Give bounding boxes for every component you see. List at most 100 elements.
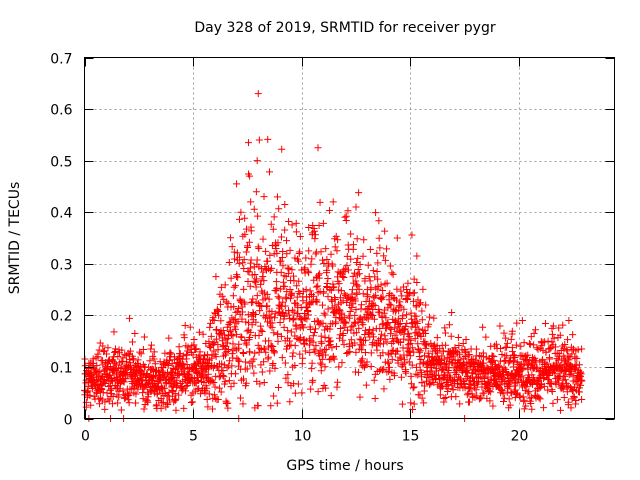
data-point (219, 366, 227, 374)
data-point (391, 331, 399, 339)
data-point (132, 361, 140, 369)
data-point (323, 280, 331, 288)
data-point (214, 395, 222, 403)
data-point (180, 404, 188, 412)
data-point (183, 350, 191, 358)
data-point (381, 256, 389, 264)
data-point (362, 336, 370, 344)
data-point (161, 349, 169, 357)
data-point (337, 287, 345, 295)
data-point (267, 220, 275, 228)
data-point (274, 383, 282, 391)
data-point (231, 282, 239, 290)
data-point (359, 290, 367, 298)
data-point (392, 296, 400, 304)
data-point (134, 356, 142, 364)
data-point (508, 348, 516, 356)
data-point (136, 348, 144, 356)
data-point (421, 327, 429, 335)
data-point (218, 292, 226, 300)
data-point (540, 404, 548, 412)
data-point (212, 353, 220, 361)
data-point (204, 403, 212, 411)
data-point (549, 399, 557, 407)
data-point (371, 302, 379, 310)
data-point (441, 360, 449, 368)
y-tick-label: 0.7 (50, 52, 72, 68)
data-point (552, 380, 560, 388)
data-point (407, 336, 415, 344)
data-point (397, 355, 405, 363)
data-point (260, 193, 268, 201)
data-point (570, 392, 578, 400)
data-point (449, 386, 457, 394)
data-point (181, 322, 189, 330)
data-point (436, 391, 444, 399)
data-point (393, 234, 401, 242)
data-point (324, 293, 332, 301)
data-point (157, 404, 165, 412)
data-point (421, 352, 429, 360)
data-point (507, 388, 515, 396)
data-point (344, 349, 352, 357)
data-point (322, 245, 330, 253)
data-point (242, 248, 250, 256)
data-point (230, 255, 238, 263)
data-point (335, 363, 343, 371)
data-point (505, 395, 513, 403)
data-point (264, 135, 272, 143)
data-point (164, 360, 172, 368)
data-point (468, 369, 476, 377)
data-point (245, 319, 253, 327)
data-point (563, 383, 571, 391)
data-point (230, 379, 238, 387)
data-point (339, 330, 347, 338)
data-point (225, 377, 233, 385)
data-point (347, 255, 355, 263)
data-point (563, 388, 571, 396)
data-point (213, 325, 221, 333)
data-point (506, 378, 514, 386)
data-point (260, 358, 268, 366)
data-point (426, 313, 434, 321)
data-point (330, 283, 338, 291)
data-point (322, 345, 330, 353)
data-point (289, 352, 297, 360)
data-point (131, 329, 139, 337)
data-point (475, 395, 483, 403)
data-point (254, 212, 262, 220)
data-point (216, 384, 224, 392)
data-point (305, 223, 313, 231)
data-point (228, 243, 236, 251)
data-point (495, 362, 503, 370)
data-point (549, 322, 557, 330)
data-point (471, 384, 479, 392)
data-point (346, 340, 354, 348)
data-point (260, 378, 268, 386)
data-point (208, 405, 216, 413)
data-point (277, 257, 285, 265)
data-point (533, 344, 541, 352)
data-point (463, 391, 471, 399)
data-point (298, 389, 306, 397)
data-point (352, 306, 360, 314)
data-point (389, 270, 397, 278)
data-point (353, 281, 361, 289)
data-point (369, 267, 377, 275)
data-point (95, 395, 103, 403)
data-point (102, 365, 110, 373)
data-point (340, 273, 348, 281)
data-point (315, 321, 323, 329)
data-point (292, 228, 300, 236)
data-point (203, 396, 211, 404)
data-point (400, 305, 408, 313)
data-point (533, 363, 541, 371)
data-point (434, 349, 442, 357)
data-point (270, 329, 278, 337)
data-point (269, 342, 277, 350)
data-point (354, 265, 362, 273)
data-point (410, 400, 418, 408)
data-point (384, 319, 392, 327)
data-point (234, 356, 242, 364)
data-point (343, 294, 351, 302)
